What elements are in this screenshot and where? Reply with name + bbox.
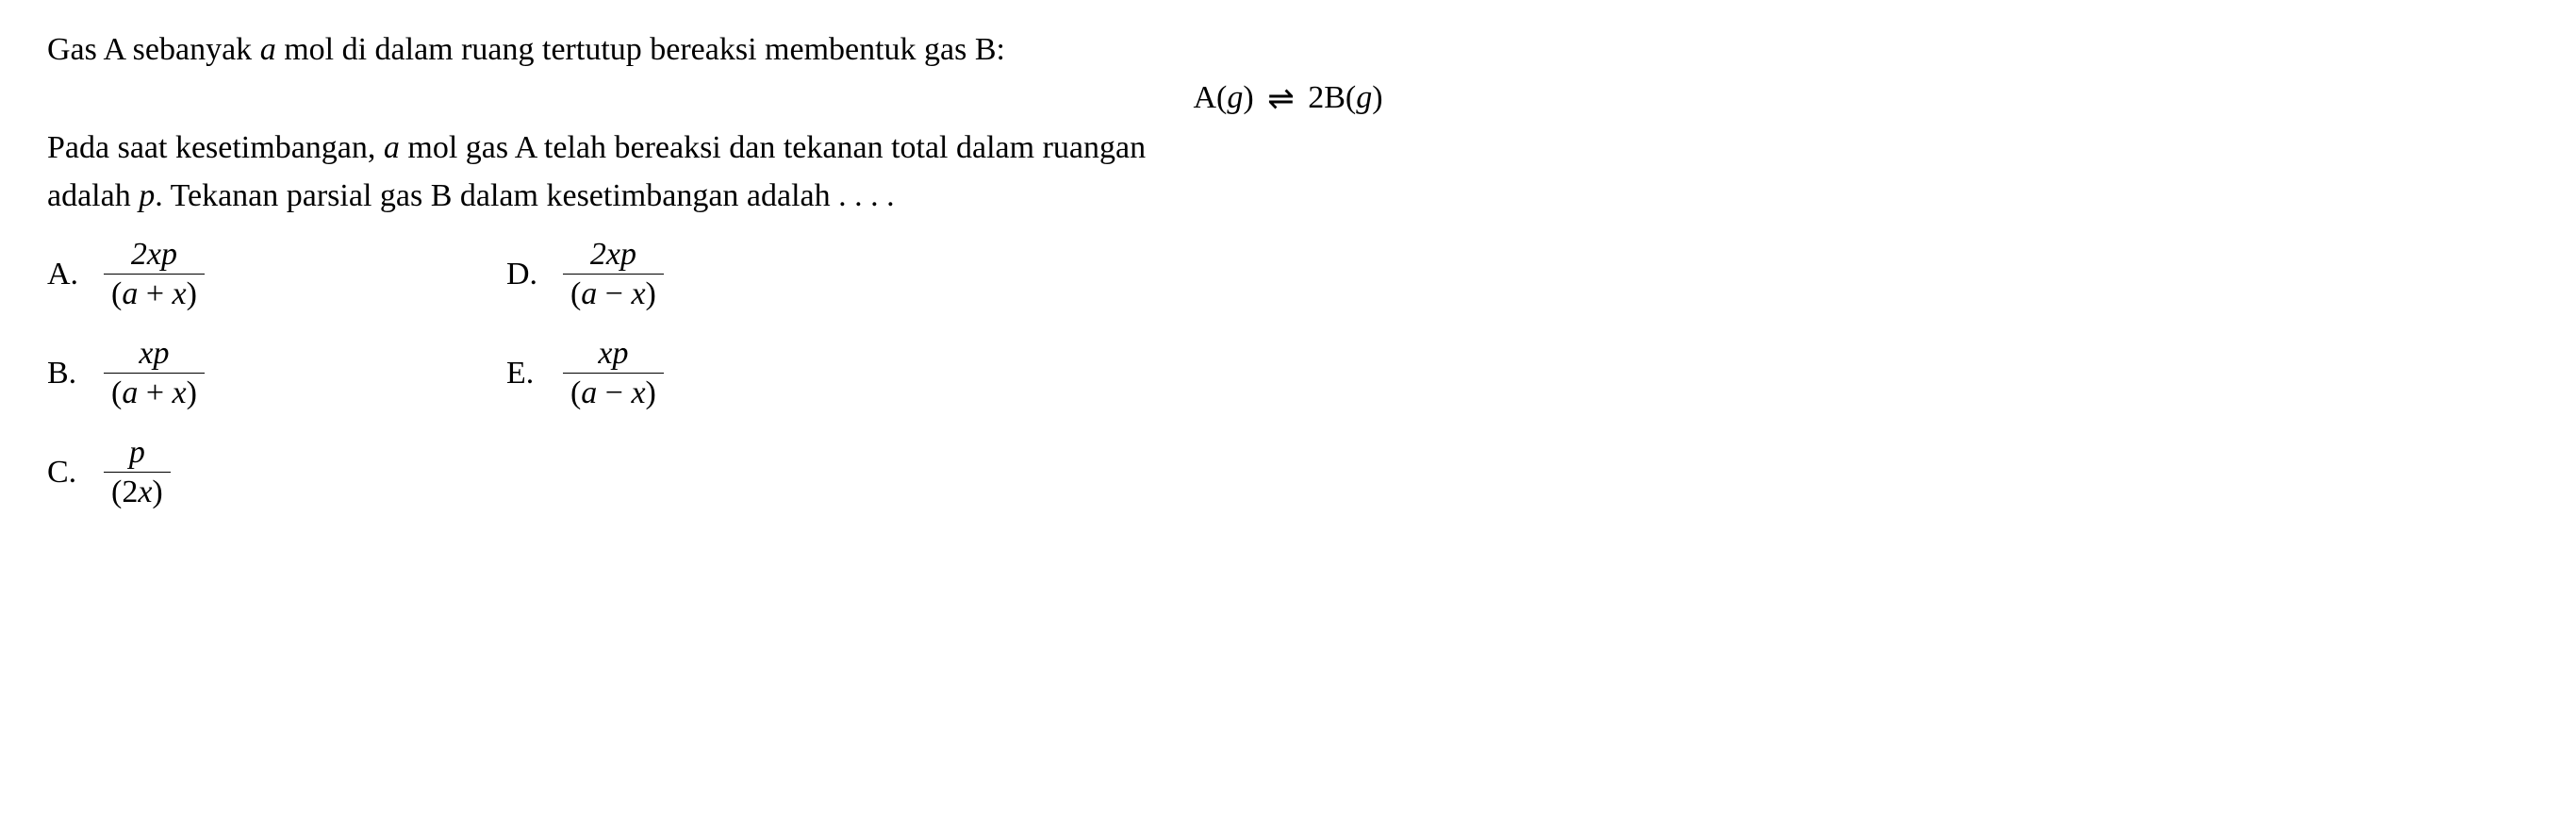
option-d: D. 2xp (a − x) <box>506 227 664 322</box>
fraction-a: 2xp (a + x) <box>104 237 205 312</box>
question-line-2: Pada saat kesetimbangan, a mol gas A tel… <box>47 126 2529 170</box>
variable-a: a <box>260 32 276 67</box>
numerator: xp <box>131 336 176 373</box>
text-segment: Gas A sebanyak <box>47 32 260 67</box>
question-line-1: Gas A sebanyak a mol di dalam ruang tert… <box>47 28 2529 72</box>
option-e: E. xp (a − x) <box>506 326 664 421</box>
fraction-e: xp (a − x) <box>563 336 664 411</box>
text-segment: Pada saat kesetimbangan, <box>47 130 384 165</box>
option-label: D. <box>506 253 544 296</box>
denominator: (a − x) <box>563 373 664 410</box>
denominator: (a + x) <box>104 274 205 311</box>
options-left-column: A. 2xp (a + x) B. xp (a + x) C. p <box>47 227 205 520</box>
option-label: B. <box>47 352 85 395</box>
options-right-column: D. 2xp (a − x) E. xp (a − x) <box>506 227 664 520</box>
fraction-c: p (2x) <box>104 435 171 510</box>
numerator: 2xp <box>583 237 644 274</box>
eq-lhs: A( <box>1193 80 1227 115</box>
eq-rhs: ) <box>1372 80 1382 115</box>
variable-p: p <box>139 178 155 213</box>
eq-g2: g <box>1356 80 1372 115</box>
text-segment: adalah <box>47 178 139 213</box>
denominator: (2x) <box>104 472 171 509</box>
denominator: (a − x) <box>563 274 664 311</box>
equilibrium-arrow-icon: ⇌ <box>1267 78 1295 122</box>
text-segment: mol di dalam ruang tertutup bereaksi mem… <box>276 32 1005 67</box>
denominator: (a + x) <box>104 373 205 410</box>
numerator: xp <box>590 336 636 373</box>
variable-a: a <box>384 130 400 165</box>
option-b: B. xp (a + x) <box>47 326 205 421</box>
numerator: 2xp <box>124 237 185 274</box>
eq-mid1: ) <box>1243 80 1262 115</box>
option-label: A. <box>47 253 85 296</box>
reaction-equation: A(g) ⇌ 2B(g) <box>47 76 2529 122</box>
text-segment: . Tekanan parsial gas B dalam kesetimban… <box>155 178 894 213</box>
eq-g1: g <box>1227 80 1243 115</box>
numerator: p <box>122 435 153 472</box>
fraction-b: xp (a + x) <box>104 336 205 411</box>
eq-mid2: 2B( <box>1300 80 1357 115</box>
fraction-d: 2xp (a − x) <box>563 237 664 312</box>
options-container: A. 2xp (a + x) B. xp (a + x) C. p <box>47 227 2529 520</box>
option-label: E. <box>506 352 544 395</box>
option-c: C. p (2x) <box>47 425 205 520</box>
text-segment: mol gas A telah bereaksi dan tekanan tot… <box>400 130 1146 165</box>
option-label: C. <box>47 451 85 494</box>
option-a: A. 2xp (a + x) <box>47 227 205 322</box>
question-line-3: adalah p. Tekanan parsial gas B dalam ke… <box>47 175 2529 218</box>
